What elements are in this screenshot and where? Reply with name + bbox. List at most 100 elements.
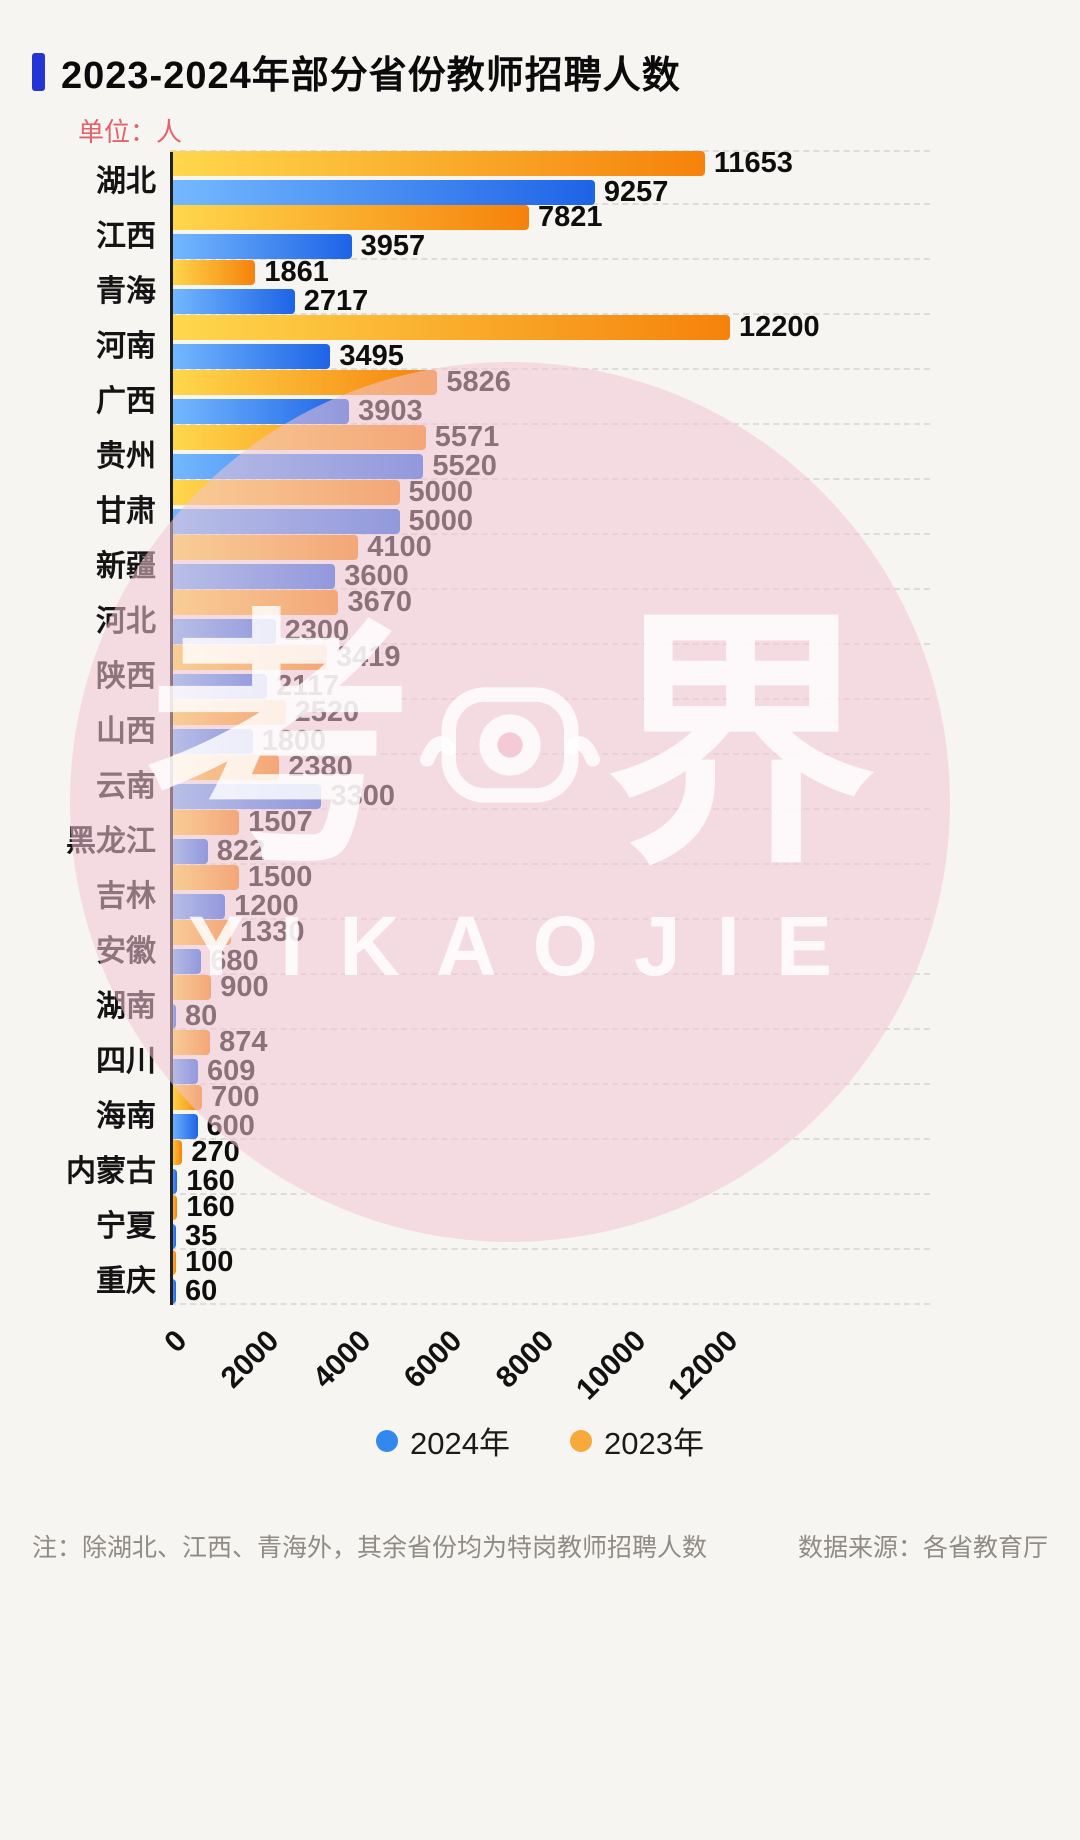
bar-line: 1800 [170, 726, 930, 755]
chart-row: 黑龙江 1507 822 [24, 805, 1056, 865]
chart-row: 宁夏 160 35 [24, 1192, 1056, 1250]
chart-row: 陕西 3419 2117 [24, 642, 1056, 700]
chart-row: 广西 5826 3903 [24, 365, 1056, 427]
value-label: 2380 [288, 750, 353, 783]
bar-line: 160 [170, 1166, 930, 1195]
bar-line: 2520 [170, 695, 930, 728]
legend: 2024年 2023年 [0, 1418, 1080, 1463]
legend-label: 2024年 [410, 1426, 510, 1461]
bar-line: 160 [170, 1192, 930, 1221]
category-label: 重庆 [96, 1264, 156, 1298]
category-label: 湖北 [96, 164, 156, 198]
bar-2024 [170, 618, 276, 644]
bar-2023 [170, 424, 426, 450]
bars-area: 3670 2300 [170, 587, 930, 645]
x-tick-label: 12000 [661, 1324, 745, 1407]
bar-2023 [170, 479, 400, 505]
value-label: 874 [219, 1025, 268, 1058]
bars-area: 1330 680 [170, 915, 930, 975]
category-label: 山西 [96, 714, 156, 748]
value-label: 3957 [360, 229, 426, 262]
bar-line: 2117 [170, 671, 930, 700]
chart-row: 四川 874 609 [24, 1025, 1056, 1085]
category-label: 河北 [96, 604, 156, 638]
category-label: 江西 [96, 219, 156, 253]
bar-2024 [170, 288, 295, 314]
bar-2023 [170, 589, 339, 615]
bar-2024 [170, 398, 350, 424]
bar-2023 [170, 644, 327, 670]
category-label: 青海 [96, 274, 156, 308]
bar-2023 [170, 699, 286, 725]
bar-line: 3300 [170, 781, 930, 810]
category-label: 河南 [96, 329, 156, 363]
chart-row: 江西 7821 3957 [24, 202, 1056, 262]
footnote: 注：除湖北、江西、青海外，其余省份均为特岗教师招聘人数 [32, 1534, 708, 1562]
x-tick-label: 6000 [398, 1324, 469, 1395]
category-label: 甘肃 [96, 494, 156, 528]
bar-2024 [170, 783, 322, 809]
x-tick-label: 0 [158, 1324, 194, 1360]
legend-dot [570, 1429, 592, 1452]
bar-line: 1507 [170, 805, 930, 838]
bar-line: 3957 [170, 229, 930, 262]
value-label: 1861 [264, 255, 329, 288]
bar-line: 2380 [170, 750, 930, 783]
bar-line: 270 [170, 1135, 930, 1168]
category-label: 内蒙古 [66, 1154, 156, 1188]
category-label: 黑龙江 [66, 824, 156, 858]
legend-item: 2023年 [570, 1418, 704, 1463]
chart-row: 安徽 1330 680 [24, 915, 1056, 975]
bars-area: 4100 3600 [170, 532, 930, 590]
bars-area: 900 80 [170, 972, 930, 1032]
value-label: 80 [185, 999, 218, 1032]
bar-line: 80 [170, 999, 930, 1032]
chart-row: 甘肃 5000 5000 [24, 475, 1056, 535]
value-label: 5826 [446, 365, 511, 398]
page-title: 2023-2024年部分省份教师招聘人数 [61, 55, 681, 97]
value-label: 270 [191, 1135, 240, 1168]
bars-area: 100 60 [170, 1245, 930, 1307]
bar-2024 [170, 1058, 198, 1084]
bar-line: 60 [170, 1274, 930, 1307]
bar-line: 2300 [170, 616, 930, 645]
bar-2023 [170, 369, 438, 395]
bar-chart: 湖北 11653 9257 江西 7821 3957 青海 1861 2717 河南 12200 34… [24, 148, 1056, 1406]
chart-row: 吉林 1500 1200 [24, 862, 1056, 920]
value-label: 5000 [408, 475, 474, 508]
bars-area: 270 160 [170, 1135, 930, 1195]
bar-2024 [170, 948, 202, 974]
title-accent-bar [32, 52, 45, 91]
chart-row: 内蒙古 270 160 [24, 1135, 1056, 1195]
bar-2023 [170, 864, 239, 890]
bar-line: 3670 [170, 587, 930, 616]
category-label: 吉林 [96, 879, 156, 913]
value-label: 1330 [240, 915, 305, 948]
bar-line: 874 [170, 1025, 930, 1058]
value-label: 1507 [248, 805, 313, 838]
value-label: 2717 [303, 284, 369, 317]
chart-row: 海南 700 600 [24, 1082, 1056, 1140]
bar-2024 [170, 343, 331, 369]
unit-label: 单位：人 [78, 117, 183, 147]
bar-line: 5571 [170, 422, 930, 451]
bar-line: 3903 [170, 394, 930, 427]
bar-2023 [170, 259, 256, 285]
bar-line: 5000 [170, 506, 930, 535]
bar-line: 1200 [170, 891, 930, 920]
value-label: 12200 [739, 310, 820, 343]
value-label: 3903 [358, 394, 423, 427]
value-label: 100 [185, 1245, 234, 1278]
bar-line: 11653 [170, 148, 930, 177]
bar-2023 [170, 809, 240, 835]
value-label: 2520 [294, 695, 360, 728]
bar-2023 [170, 1249, 176, 1275]
x-tick-label: 10000 [570, 1324, 653, 1407]
bars-area: 1507 822 [170, 805, 930, 865]
value-label: 9257 [603, 175, 669, 208]
category-label: 云南 [96, 769, 156, 803]
bar-line: 12200 [170, 310, 930, 343]
bar-2024 [170, 1113, 198, 1139]
value-label: 60 [185, 1274, 218, 1307]
